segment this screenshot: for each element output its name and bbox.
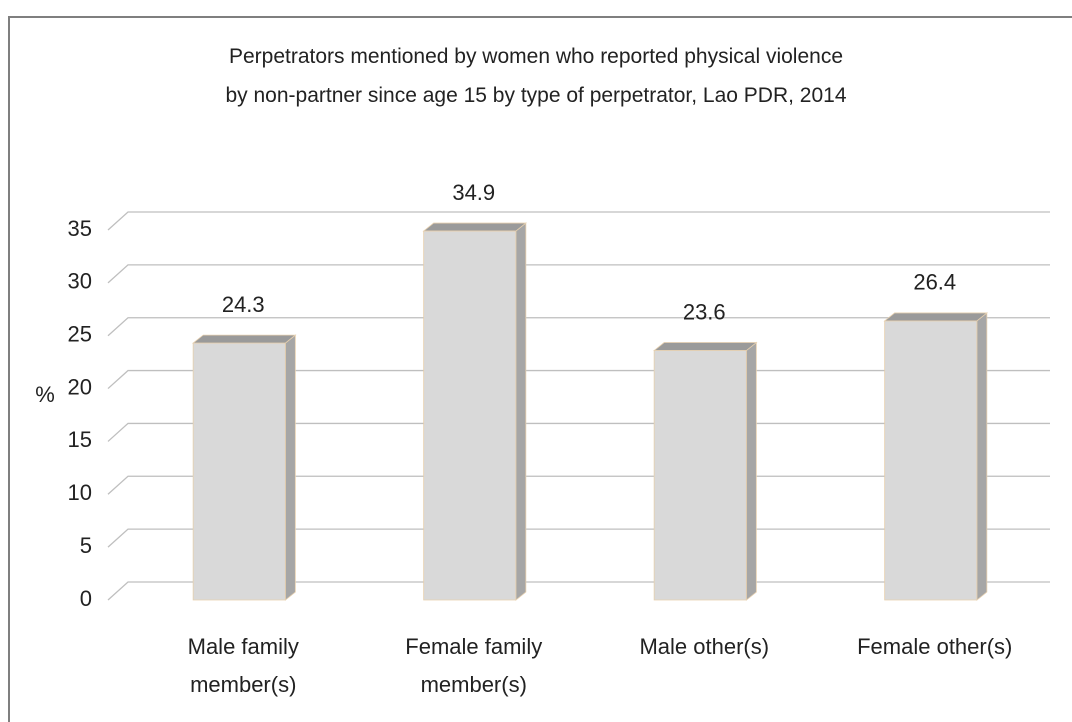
x-tick-label: Male other(s) xyxy=(639,634,770,659)
y-tick-label: 20 xyxy=(68,374,92,399)
bar-front xyxy=(884,320,978,601)
x-tick-label: Male family member(s) xyxy=(187,634,299,697)
value-label: 34.9 xyxy=(452,180,495,205)
grid-line xyxy=(107,264,1050,284)
value-label: 23.6 xyxy=(683,299,726,324)
y-tick-label: 5 xyxy=(80,533,92,558)
bar xyxy=(883,312,988,601)
bar xyxy=(192,334,297,601)
value-label: 24.3 xyxy=(222,292,265,317)
bar-side xyxy=(515,222,527,601)
frame xyxy=(8,16,1072,722)
bar-front xyxy=(192,342,286,601)
bar-top xyxy=(653,342,758,351)
y-tick-label: 15 xyxy=(68,427,92,452)
bar-top xyxy=(192,334,297,344)
bar-top xyxy=(883,312,988,322)
y-tick-label: 25 xyxy=(68,322,92,347)
x-tick-label: Female other(s) xyxy=(857,634,1013,659)
bar-front xyxy=(423,230,517,601)
bar-side xyxy=(284,334,296,601)
bar-side xyxy=(976,312,988,601)
y-tick-label: 30 xyxy=(68,269,92,294)
chart-title: Perpetrators mentioned by women who repo… xyxy=(229,45,843,68)
bar xyxy=(422,222,527,601)
bar-front xyxy=(653,350,747,601)
y-tick-label: 0 xyxy=(80,586,92,611)
y-tick-label: 10 xyxy=(68,480,92,505)
value-label: 26.4 xyxy=(913,270,956,295)
y-tick-label: 35 xyxy=(68,216,92,241)
bar-top xyxy=(422,222,527,232)
grid-line xyxy=(107,317,1050,337)
chart-title: by non-partner since age 15 by type of p… xyxy=(225,84,847,107)
bar xyxy=(653,341,758,601)
y-axis-label: % xyxy=(35,382,55,407)
bar-side xyxy=(745,341,757,601)
grid-line xyxy=(107,211,1050,231)
x-tick-label: Female family member(s) xyxy=(405,634,543,697)
